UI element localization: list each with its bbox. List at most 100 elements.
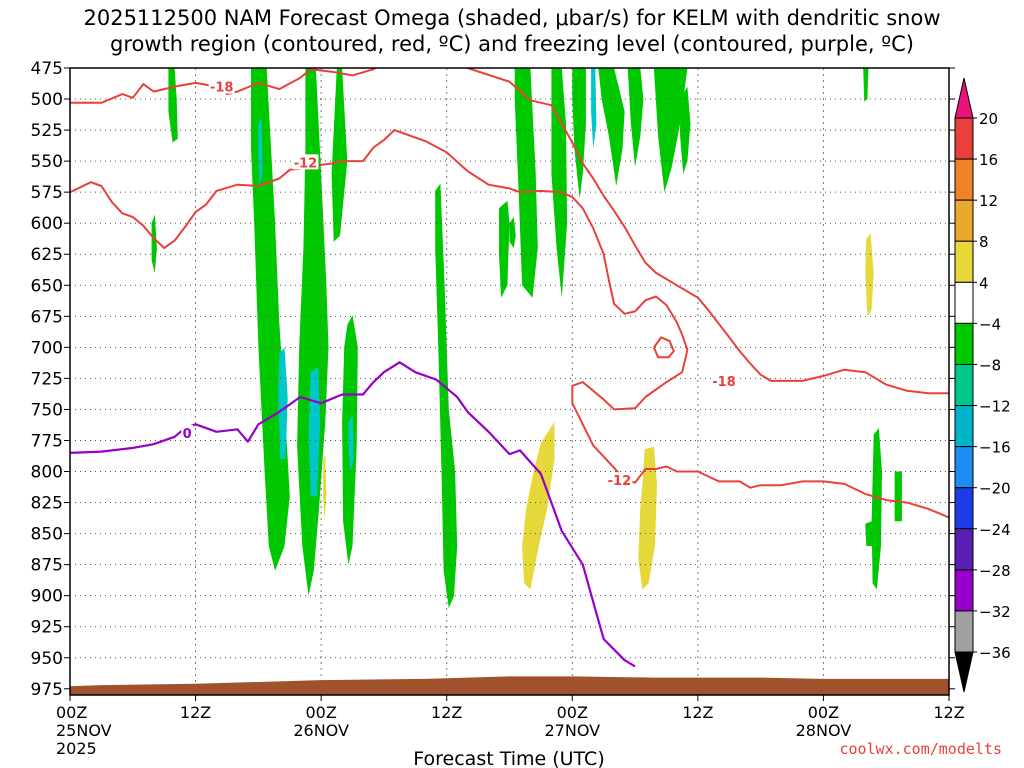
x-tick-label: 12Z [933, 703, 964, 722]
plot-frame [69, 67, 950, 696]
x-tick-date-label: 26NOV [293, 721, 349, 740]
colorbar-swatch [954, 117, 974, 160]
omega-positive-region [522, 421, 555, 590]
x-tick-label: 12Z [682, 703, 713, 722]
x-tick-label: 00Z [808, 703, 839, 722]
colorbar-label: −20 [979, 480, 1011, 498]
y-tick-label: 825 [31, 494, 63, 514]
omega-negative-region [627, 68, 644, 168]
omega-negative-region [514, 68, 538, 298]
contour-label-bg [711, 372, 738, 388]
colorbar-swatch [954, 158, 974, 201]
colorbar-swatch [954, 610, 974, 653]
x-tick-date-label: 28NOV [796, 721, 852, 740]
omega-strong-region [258, 117, 263, 186]
dgz-contour-line [652, 336, 675, 359]
colorbar-label: 20 [979, 110, 998, 128]
x-tick-date-label: 25NOV [56, 721, 112, 740]
omega-strong-region [591, 68, 597, 149]
dgz-contour-label: -18 [210, 81, 234, 96]
colorbar-swatch [954, 446, 974, 489]
omega-negative-region [151, 214, 157, 273]
colorbar-bottom-arrow [954, 651, 974, 693]
y-tick-label: 875 [31, 556, 63, 576]
colorbar-swatch [954, 363, 974, 407]
y-tick-label: 975 [31, 680, 63, 700]
y-tick-label: 775 [31, 431, 63, 451]
contour-label-bg [606, 472, 633, 488]
y-tick-label: 700 [31, 338, 63, 358]
colorbar-swatch [954, 281, 974, 324]
omega-negative-region [865, 521, 873, 546]
colorbar-label: 12 [979, 192, 998, 210]
y-tick-label: 650 [31, 276, 63, 296]
omega-negative-region [168, 68, 178, 143]
y-tick-label: 525 [31, 121, 63, 141]
y-tick-label: 750 [31, 400, 63, 420]
omega-negative-region [251, 68, 290, 571]
y-tick-label: 900 [31, 587, 63, 607]
colorbar-label: −4 [979, 315, 1001, 333]
omega-positive-region [865, 233, 874, 317]
colorbar-label: −8 [979, 356, 1001, 374]
colorbar-swatch [954, 199, 974, 242]
y-tick-label: 675 [31, 307, 63, 327]
x-tick-label: 12Z [431, 703, 462, 722]
colorbar-label: −16 [979, 439, 1011, 457]
omega-negative-region [894, 471, 902, 522]
y-tick-label: 475 [31, 59, 63, 79]
x-tick-label: 00Z [305, 703, 336, 722]
x-tick-date-label: 27NOV [544, 721, 600, 740]
contour-label-bg [292, 154, 319, 170]
dgz-contour-label: -12 [608, 474, 632, 489]
x-tick-label: 12Z [180, 703, 211, 722]
omega-negative-region [509, 217, 516, 248]
colorbar-label: 4 [979, 274, 989, 292]
x-axis-title: Forecast Time (UTC) [413, 748, 604, 768]
omega-negative-region [863, 68, 869, 102]
omega-negative-region [598, 68, 625, 186]
freezing-level-label: 0 [183, 427, 192, 442]
x-tick-label: 00Z [557, 703, 588, 722]
colorbar-swatch [954, 569, 974, 612]
x-tick-year-label: 2025 [56, 739, 97, 758]
y-tick-label: 925 [31, 618, 63, 638]
dgz-contour-label: -12 [294, 156, 318, 171]
y-tick-label: 600 [31, 214, 63, 234]
y-tick-label: 550 [31, 152, 63, 172]
y-tick-label: 500 [31, 90, 63, 110]
y-tick-label: 575 [31, 183, 63, 203]
omega-positive-region [638, 446, 657, 590]
contour-label-bg [181, 425, 194, 441]
y-tick-label: 725 [31, 369, 63, 389]
dgz-contour-label: -18 [712, 375, 736, 390]
colorbar-swatch [954, 487, 974, 530]
omega-positive-region [323, 455, 327, 522]
omega-negative-region [297, 68, 329, 596]
x-tick-label: 00Z [56, 703, 87, 722]
colorbar-label: −36 [979, 644, 1011, 662]
colorbar-label: 16 [979, 151, 998, 169]
y-tick-label: 625 [31, 245, 63, 265]
colorbar-top-arrow [954, 77, 974, 119]
colorbar-swatch [954, 322, 974, 365]
omega-strong-region [278, 347, 288, 460]
dgz-contour-line [70, 129, 949, 519]
omega-negative-region [331, 68, 348, 242]
omega-negative-region [551, 68, 568, 298]
terrain-below-ground [70, 676, 949, 695]
omega-negative-region [435, 183, 458, 609]
colorbar-label: −28 [979, 562, 1011, 580]
source-credit[interactable]: coolwx.com/modelts [839, 740, 1002, 758]
colorbar-swatch [954, 240, 974, 283]
y-tick-label: 950 [31, 649, 63, 669]
dgz-contour-line [70, 68, 949, 395]
colorbar-swatch [954, 528, 974, 571]
colorbar-label: −32 [979, 603, 1011, 621]
colorbar-label: −24 [979, 521, 1011, 539]
colorbar-label: −12 [979, 398, 1011, 416]
colorbar-swatch [954, 405, 974, 448]
omega-negative-region [871, 428, 882, 590]
colorbar-label: 8 [979, 233, 989, 251]
